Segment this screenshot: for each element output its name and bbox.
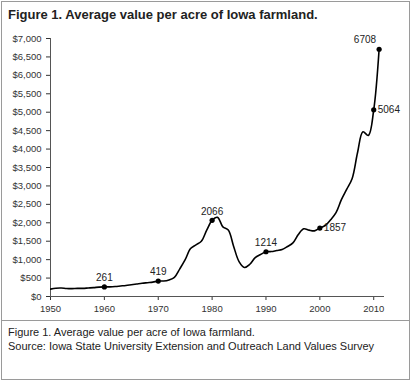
svg-text:1980: 1980: [202, 303, 223, 314]
svg-text:1857: 1857: [324, 222, 347, 233]
svg-text:$2,500: $2,500: [12, 198, 41, 209]
svg-text:$7,000: $7,000: [12, 33, 41, 44]
svg-text:$1,500: $1,500: [12, 235, 41, 246]
svg-text:$3,500: $3,500: [12, 162, 41, 173]
svg-text:$2,000: $2,000: [12, 217, 41, 228]
svg-text:6708: 6708: [354, 34, 377, 45]
html-text:Source: Iowa State University: Source: Iowa State University Extension …: [8, 340, 375, 352]
svg-text:1950: 1950: [40, 303, 61, 314]
svg-text:2010: 2010: [363, 303, 384, 314]
svg-text:$6,000: $6,000: [12, 69, 41, 80]
svg-text:5064: 5064: [378, 104, 401, 115]
svg-text:1990: 1990: [255, 303, 276, 314]
svg-text:$6,500: $6,500: [12, 51, 41, 62]
svg-text:1214: 1214: [255, 237, 278, 248]
svg-text:1970: 1970: [148, 303, 169, 314]
svg-text:$5,000: $5,000: [12, 106, 41, 117]
svg-text:$0: $0: [31, 291, 42, 302]
svg-text:$3,000: $3,000: [12, 180, 41, 191]
html-text:Figure 1. Average value per ac: Figure 1. Average value per acre of Iowa…: [8, 326, 255, 338]
svg-text:$4,500: $4,500: [12, 125, 41, 136]
svg-text:$5,500: $5,500: [12, 88, 41, 99]
svg-text:2000: 2000: [309, 303, 330, 314]
svg-text:$500: $500: [20, 272, 41, 283]
html-text:Figure 1. Average value per ac: Figure 1. Average value per acre of Iowa…: [8, 7, 318, 22]
svg-text:$4,000: $4,000: [12, 143, 41, 154]
svg-text:$1,000: $1,000: [12, 254, 41, 265]
svg-text:2066: 2066: [201, 206, 224, 217]
svg-text:261: 261: [96, 272, 113, 283]
svg-text:419: 419: [150, 266, 167, 277]
svg-text:1960: 1960: [94, 303, 115, 314]
